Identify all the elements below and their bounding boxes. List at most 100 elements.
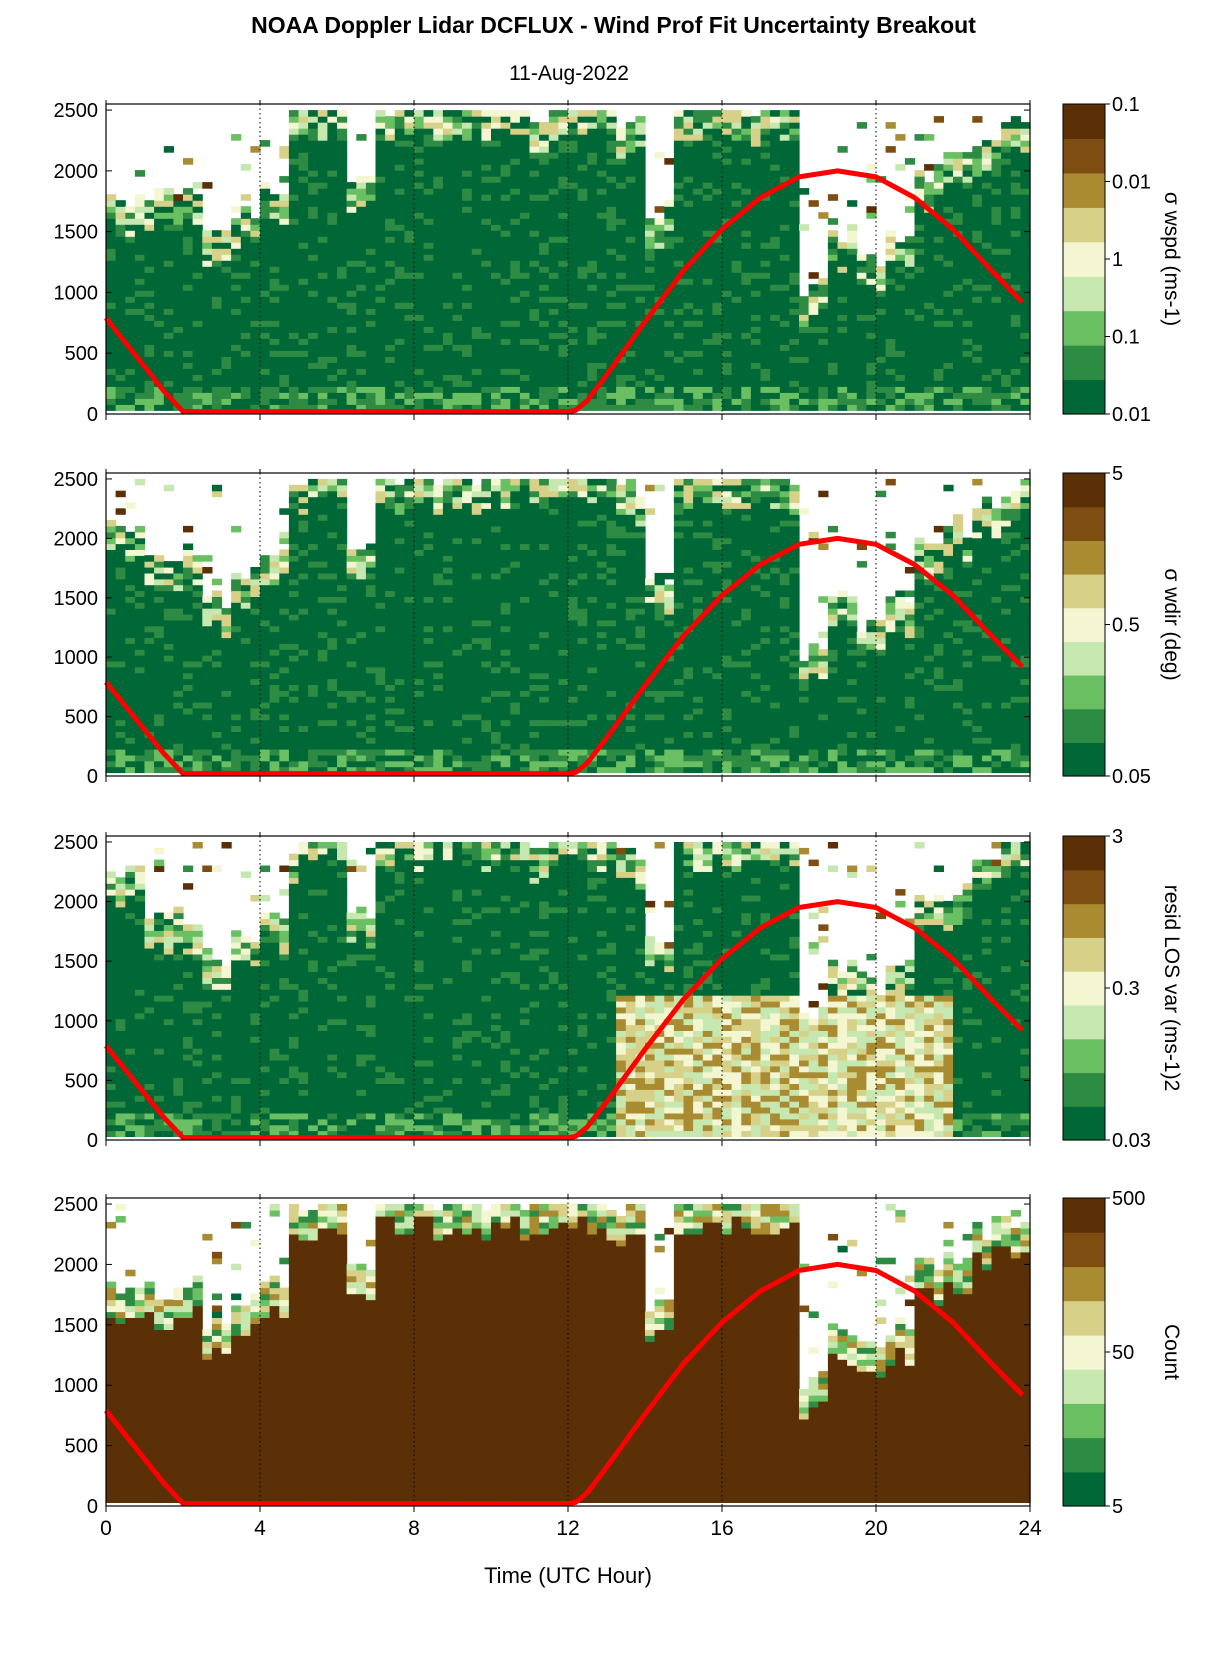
heatmap-cell [933,368,944,375]
heatmap-cell [770,338,781,345]
heatmap-cell [240,164,251,171]
heatmap-cell [606,290,617,297]
heatmap-cell [211,242,223,249]
heatmap-cell [962,314,973,321]
heatmap-cell [404,206,415,213]
heatmap-cell [789,254,800,261]
heatmap-cell [924,404,935,411]
heatmap-cell [250,684,261,691]
heatmap-cell [760,170,771,177]
heatmap-cell [154,561,165,568]
heatmap-cell [981,368,993,375]
heatmap-cell [288,224,300,231]
heatmap-cell [385,164,396,171]
heatmap-cell [317,344,328,351]
heatmap-cell [365,386,377,393]
heatmap-cell [972,260,983,267]
heatmap-cell [260,296,271,303]
heatmap-cell [760,182,771,189]
heatmap-cell [163,725,174,732]
heatmap-cell [192,194,203,201]
heatmap-cell [991,176,1002,183]
heatmap-cell [115,326,126,333]
heatmap-cell [596,152,608,159]
heatmap-cell [260,702,271,709]
heatmap-cell [587,182,598,189]
heatmap-cell [750,230,762,237]
heatmap-cell [953,392,964,399]
heatmap-cell [779,272,790,279]
heatmap-cell [750,404,762,411]
heatmap-cell [394,362,405,369]
heatmap-cell [308,170,319,177]
heatmap-cell [471,302,482,309]
heatmap-cell [211,613,223,621]
heatmap-cell [240,284,251,291]
heatmap-cell [702,374,713,381]
heatmap-cell [125,666,136,674]
heatmap-cell [106,625,117,633]
heatmap-cell [654,242,665,249]
heatmap-cell [654,326,665,333]
heatmap-cell [962,404,973,411]
heatmap-cell [818,338,829,345]
heatmap-cell [221,766,232,774]
heatmap-cell [548,164,559,171]
heatmap-cell [183,619,194,627]
heatmap-cell [548,182,559,189]
heatmap-cell [183,248,194,255]
heatmap-cell [260,212,271,219]
heatmap-cell [394,146,405,153]
heatmap-cell [558,164,569,171]
heatmap-cell [308,637,319,644]
heatmap-cell [134,206,146,213]
heatmap-cell [702,140,713,147]
heatmap-cell [279,242,290,249]
heatmap-cell [134,278,146,285]
heatmap-cell [510,140,521,147]
heatmap-cell [953,338,964,345]
heatmap-cell [1020,170,1031,177]
heatmap-cell [442,302,454,309]
heatmap-cell [115,272,126,279]
heatmap-cell [404,248,415,255]
heatmap-cell [269,602,280,609]
heatmap-cell [308,158,319,165]
heatmap-cell [211,320,223,327]
heatmap-cell [471,368,482,375]
heatmap-cell [394,170,405,177]
heatmap-cell [471,176,482,183]
heatmap-cell [192,230,203,237]
heatmap-cell [183,350,194,357]
heatmap-cell [943,158,954,165]
heatmap-cell [702,290,713,297]
heatmap-cell [106,766,117,774]
heatmap-cell [895,242,906,249]
heatmap-cell [183,356,194,363]
heatmap-cell [962,194,973,201]
heatmap-cell [616,344,627,351]
heatmap-cell [375,242,386,249]
heatmap-cell [442,206,454,213]
heatmap-cell [365,380,377,387]
heatmap-cell [260,613,271,621]
heatmap-cell [1001,260,1012,267]
heatmap-cell [491,206,502,213]
heatmap-cell [288,242,300,249]
heatmap-cell [144,338,155,345]
heatmap-cell [1020,224,1031,231]
heatmap-cell [173,218,184,225]
heatmap-cell [972,230,983,237]
heatmap-cell [298,392,309,399]
heatmap-cell [616,284,627,291]
heatmap-cell [423,242,434,249]
heatmap-cell [269,320,280,327]
heatmap-cell [471,320,482,327]
heatmap-cell [288,278,300,285]
heatmap-cell [346,248,357,255]
heatmap-cell [779,398,790,405]
heatmap-cell [1020,230,1031,237]
heatmap-cell [962,218,973,225]
heatmap-cell [972,338,983,345]
heatmap-cell [558,116,569,123]
